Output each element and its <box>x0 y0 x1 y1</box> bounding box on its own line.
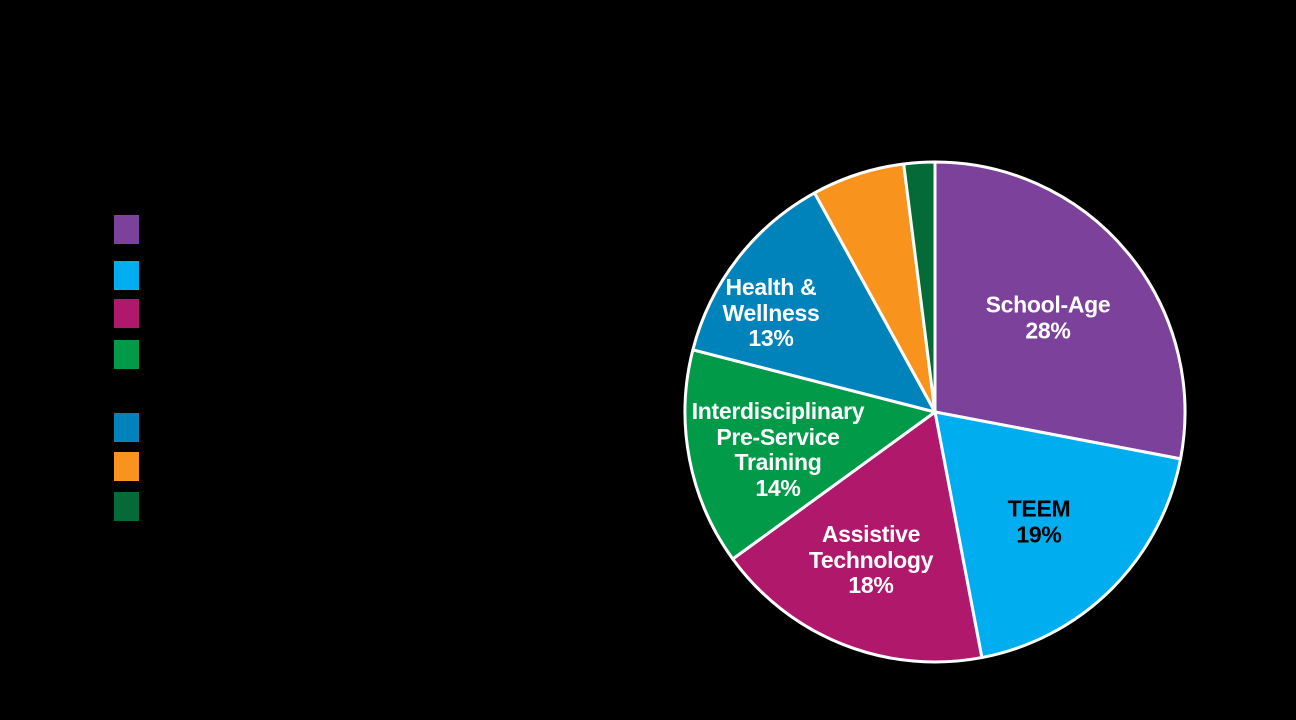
legend-swatch-assistive-technology <box>114 299 139 328</box>
pie-slice-unlabeled-dark-green <box>902 160 937 414</box>
legend-swatch-unlabeled-orange <box>114 452 139 481</box>
pie-slice-teem <box>933 410 1183 660</box>
legend-swatch-interdisciplinary-pre-service-training <box>114 340 139 369</box>
pie-slice-school-age <box>933 160 1187 461</box>
legend-swatch-health-and-wellness <box>114 413 139 442</box>
legend-swatch-unlabeled-dark-green <box>114 492 139 521</box>
legend-swatch-teem <box>114 261 139 290</box>
pie-slice-health-and-wellness <box>691 191 937 414</box>
legend-swatch-school-age <box>114 215 139 244</box>
pie-slice-assistive-technology <box>731 410 984 664</box>
pie-slice-interdisciplinary-pre-service-training <box>683 348 937 561</box>
